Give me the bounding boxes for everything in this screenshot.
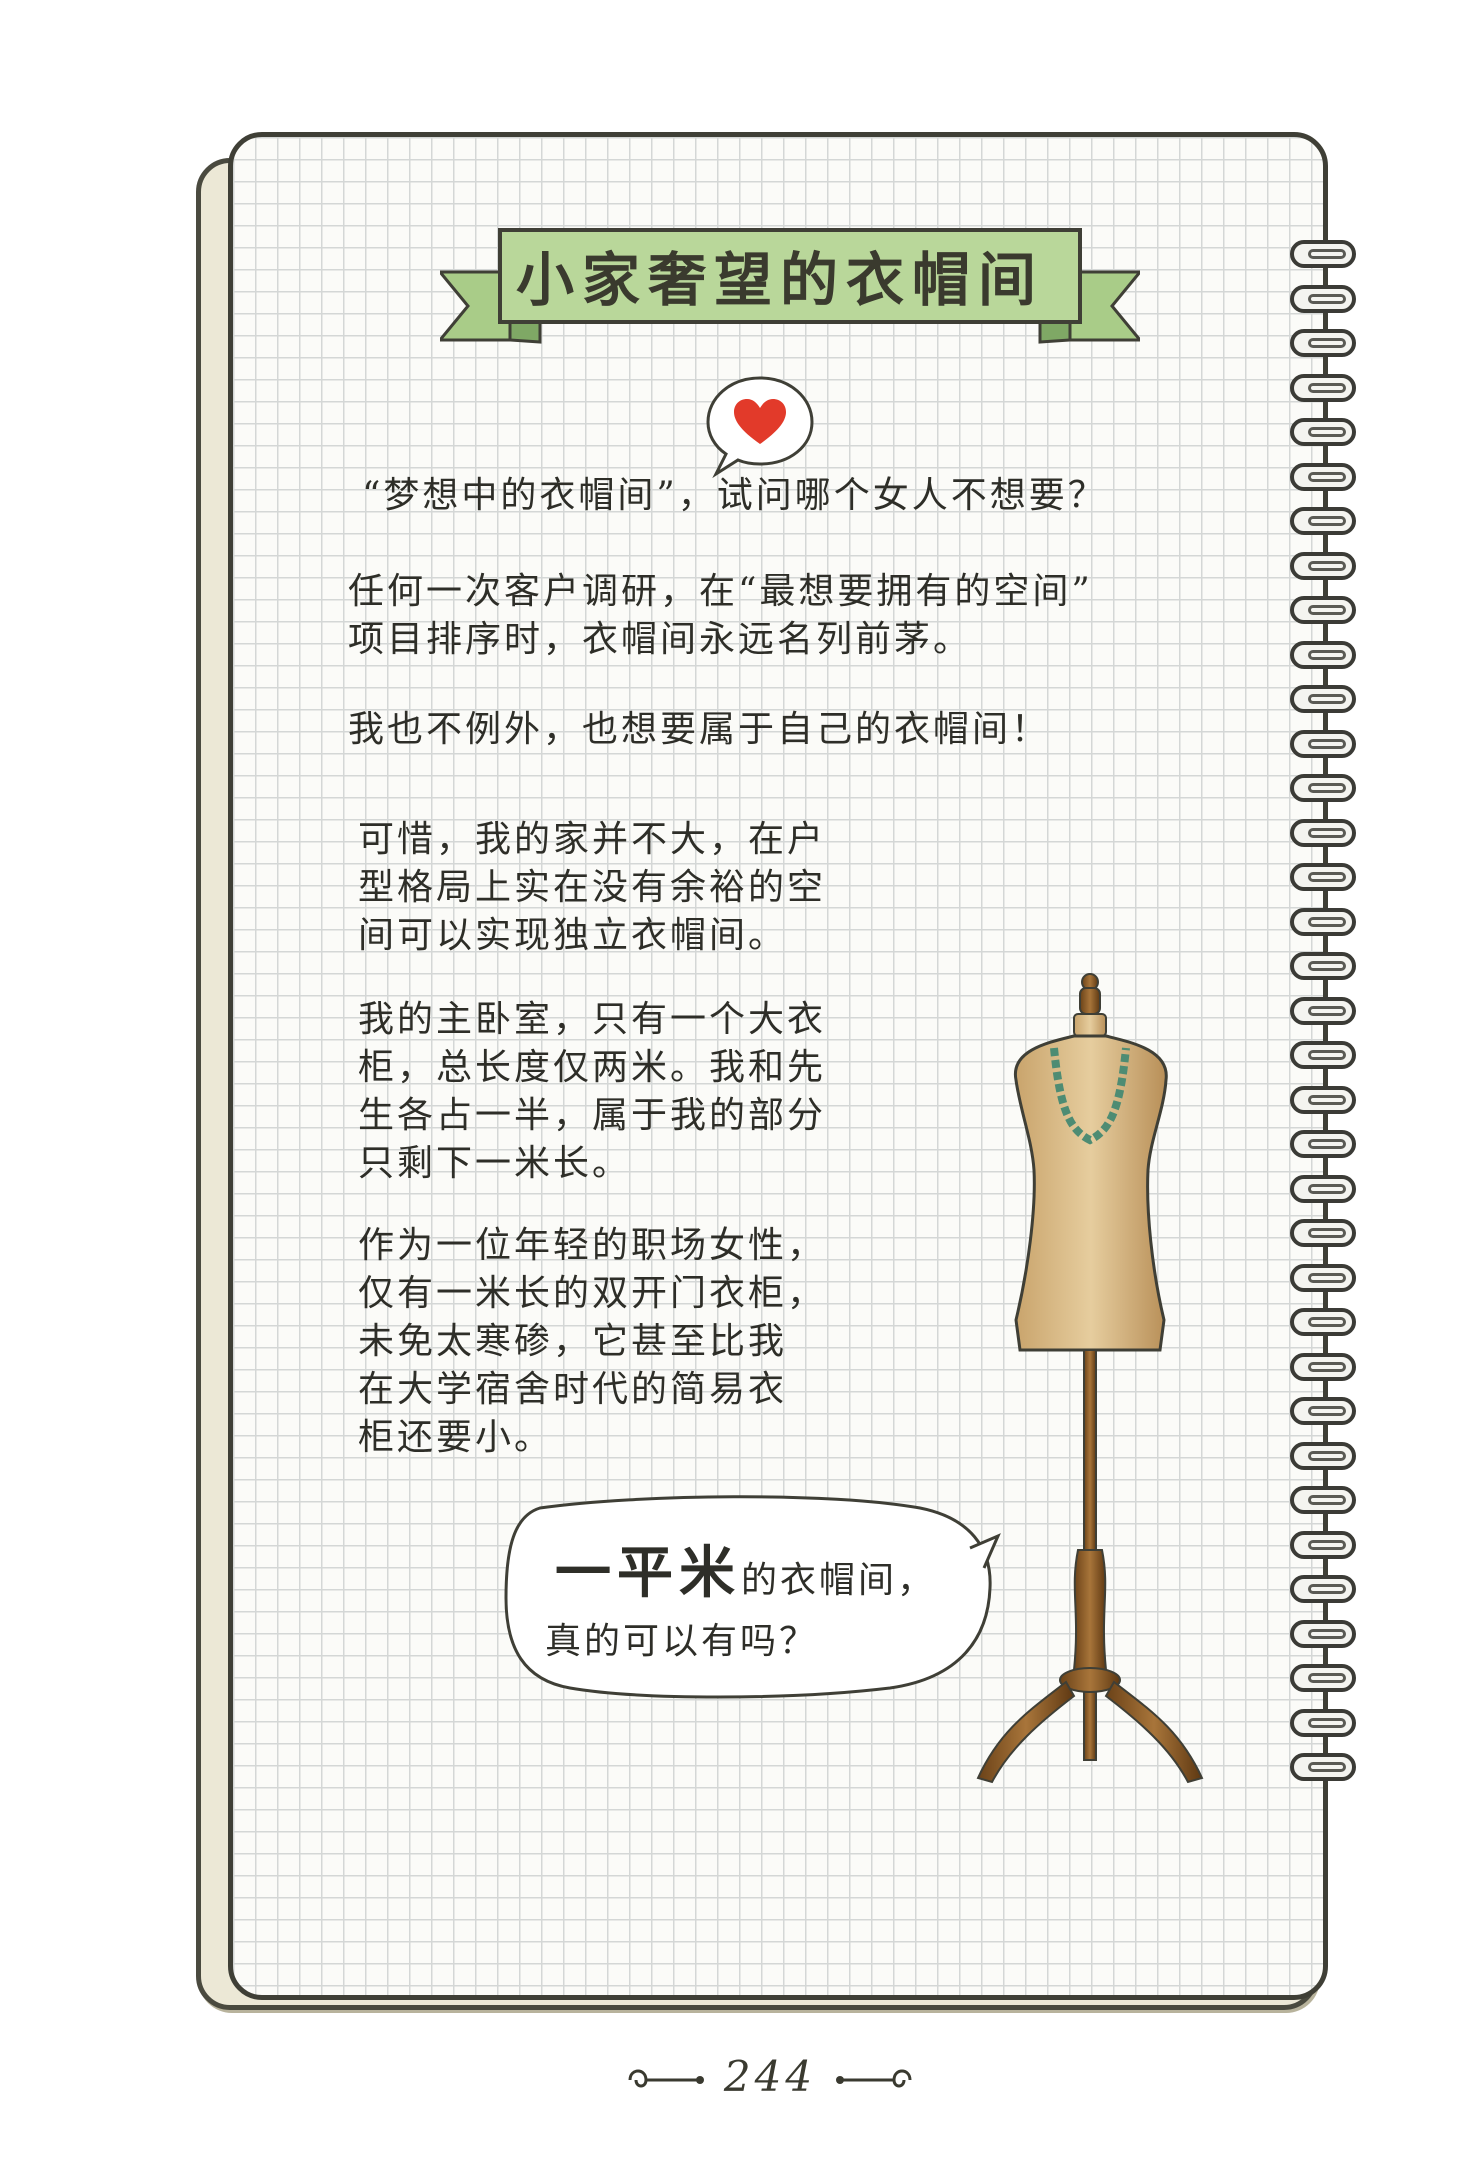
spiral-ring — [1290, 863, 1356, 891]
text-line: 我的主卧室，只有一个大衣 — [358, 999, 827, 1040]
paragraph-5: 我的主卧室，只有一个大衣 柜，总长度仅两米。我和先 生各占一半，属于我的部分 只… — [358, 996, 826, 1188]
spiral-ring — [1290, 729, 1356, 758]
paragraph-6: 作为一位年轻的职场女性， 仅有一米长的双开门衣柜， 未免太寒碜，它甚至比我 在大… — [358, 1222, 826, 1462]
spiral-ring — [1290, 1174, 1356, 1203]
spiral-ring — [1290, 1308, 1356, 1336]
spiral-ring — [1290, 774, 1356, 802]
spiral-ring — [1290, 1085, 1356, 1114]
paragraph-3: 我也不例外，也想要属于自己的衣帽间！ — [348, 706, 1050, 754]
speech-line-2: 真的可以有吗？ — [545, 1621, 819, 1662]
spiral-ring — [1290, 418, 1356, 446]
spiral-binding — [1290, 240, 1370, 1890]
text-line: 生各占一半，属于我的部分 — [358, 1095, 827, 1136]
page-number: 244 — [723, 2052, 817, 2101]
spiral-ring — [1290, 1441, 1356, 1470]
spiral-ring — [1290, 1352, 1356, 1381]
heart-speech-bubble — [706, 376, 814, 479]
spiral-ring — [1290, 507, 1356, 535]
dress-form-illustration — [976, 973, 1204, 1784]
spiral-ring — [1290, 952, 1356, 980]
paragraph-2: 任何一次客户调研，在“最想要拥有的空间” 项目排序时，衣帽间永远名列前茅。 — [348, 568, 1093, 664]
spiral-ring — [1290, 551, 1356, 580]
text-line: 我也不例外，也想要属于自己的衣帽间！ — [348, 709, 1051, 750]
spiral-ring — [1290, 685, 1356, 713]
paragraph-4: 可惜，我的家并不大，在户 型格局上实在没有余裕的空 间可以实现独立衣帽间。 — [358, 816, 826, 960]
page-title: 小家奢望的衣帽间 — [515, 246, 1044, 314]
text-line: 任何一次客户调研，在“最想要拥有的空间” — [348, 571, 1093, 612]
spiral-ring — [1290, 640, 1356, 669]
spiral-ring — [1290, 1708, 1356, 1737]
speech-emphasis: 一平米 — [555, 1540, 741, 1606]
text-line: 未免太寒碜，它甚至比我 — [358, 1321, 788, 1362]
spiral-ring — [1290, 596, 1356, 624]
spiral-ring — [1290, 1130, 1356, 1158]
spiral-ring — [1290, 462, 1356, 491]
spiral-ring — [1290, 284, 1356, 313]
speech-line-1: 一平米的衣帽间， — [555, 1528, 936, 1609]
text-line: 型格局上实在没有余裕的空 — [358, 867, 827, 908]
spiral-ring — [1290, 1397, 1356, 1425]
speech-small: 的衣帽间， — [741, 1560, 937, 1601]
text-line: 作为一位年轻的职场女性， — [358, 1225, 827, 1266]
spiral-ring — [1290, 907, 1356, 936]
spiral-ring — [1290, 329, 1356, 357]
text-line: 间可以实现独立衣帽间。 — [358, 915, 788, 956]
spiral-ring — [1290, 1486, 1356, 1514]
page-number-ornament — [628, 2069, 912, 2088]
spiral-ring — [1290, 996, 1356, 1025]
spiral-ring — [1290, 240, 1356, 268]
spiral-ring — [1290, 1619, 1356, 1648]
text-line: “梦想中的衣帽间”，试问哪个女人不想要？ — [362, 475, 1107, 516]
text-line: 项目排序时，衣帽间永远名列前茅。 — [348, 619, 973, 660]
spiral-ring — [1290, 1530, 1356, 1559]
paragraph-1: “梦想中的衣帽间”，试问哪个女人不想要？ — [362, 472, 1107, 520]
spiral-ring — [1290, 1664, 1356, 1692]
speech-bubble — [504, 1495, 1001, 1699]
text-line: 仅有一米长的双开门衣柜， — [358, 1273, 827, 1314]
spiral-ring — [1290, 1263, 1356, 1292]
spiral-ring — [1290, 1041, 1356, 1069]
text-line: 柜，总长度仅两米。我和先 — [358, 1047, 827, 1088]
spiral-ring — [1290, 373, 1356, 402]
text-line: 在大学宿舍时代的简易衣 — [358, 1369, 788, 1410]
text-line: 只剩下一米长。 — [358, 1143, 632, 1184]
text-line: 可惜，我的家并不大，在户 — [358, 819, 827, 860]
spiral-ring — [1290, 1753, 1356, 1781]
text-line: 柜还要小。 — [358, 1417, 554, 1458]
spiral-ring — [1290, 1575, 1356, 1603]
title-banner — [440, 228, 1140, 344]
spiral-ring — [1290, 1219, 1356, 1247]
spiral-ring — [1290, 818, 1356, 847]
heart-icon — [734, 399, 786, 444]
